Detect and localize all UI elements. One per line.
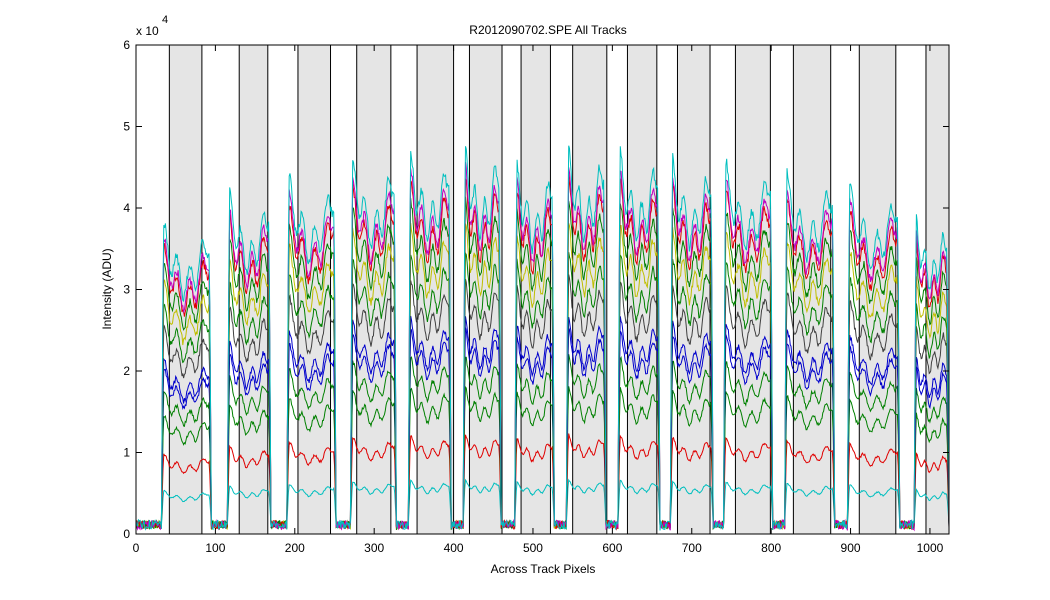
y-tick-label-1: 1: [123, 446, 130, 460]
x-tick-label-7: 700: [682, 541, 702, 555]
x-tick-label-5: 500: [523, 541, 543, 555]
y-multiplier-exponent: 4: [162, 14, 168, 26]
axes: 0 100 200 300 400 500 600 700 800 900 1000 0 1 2 3 4 5 6: [123, 38, 950, 555]
y-tick-label-4: 4: [123, 201, 130, 215]
y-multiplier-label: x 10: [136, 24, 159, 38]
shaded-regions: [168, 44, 950, 535]
x-tick-label-3: 300: [364, 541, 384, 555]
series-line-9: [135, 196, 950, 531]
x-tick-label-1: 100: [205, 541, 225, 555]
series-lines: [135, 145, 950, 532]
shaded-region-10: [734, 44, 771, 535]
shaded-region-11: [792, 44, 832, 535]
series-line-12: [135, 145, 950, 531]
x-tick-label-0: 0: [133, 541, 140, 555]
y-tick-label-0: 0: [123, 527, 130, 541]
y-tick-label-3: 3: [123, 283, 130, 297]
x-tick-label-9: 900: [841, 541, 861, 555]
x-tick-label-2: 200: [285, 541, 305, 555]
x-tick-label-10: 1000: [917, 541, 944, 555]
shaded-region-2: [297, 44, 332, 535]
x-tick-label-6: 600: [602, 541, 622, 555]
x-axis-label: Across Track Pixels: [491, 562, 596, 576]
x-tick-label-8: 800: [761, 541, 781, 555]
chart-title: R2012090702.SPE All Tracks: [469, 23, 626, 37]
shaded-region-5: [468, 44, 503, 535]
x-tick-label-4: 400: [444, 541, 464, 555]
y-axis-label: Intensity (ADU): [100, 248, 114, 329]
y-tick-label-2: 2: [123, 364, 130, 378]
y-tick-label-6: 6: [123, 38, 130, 52]
y-tick-label-5: 5: [123, 120, 130, 134]
